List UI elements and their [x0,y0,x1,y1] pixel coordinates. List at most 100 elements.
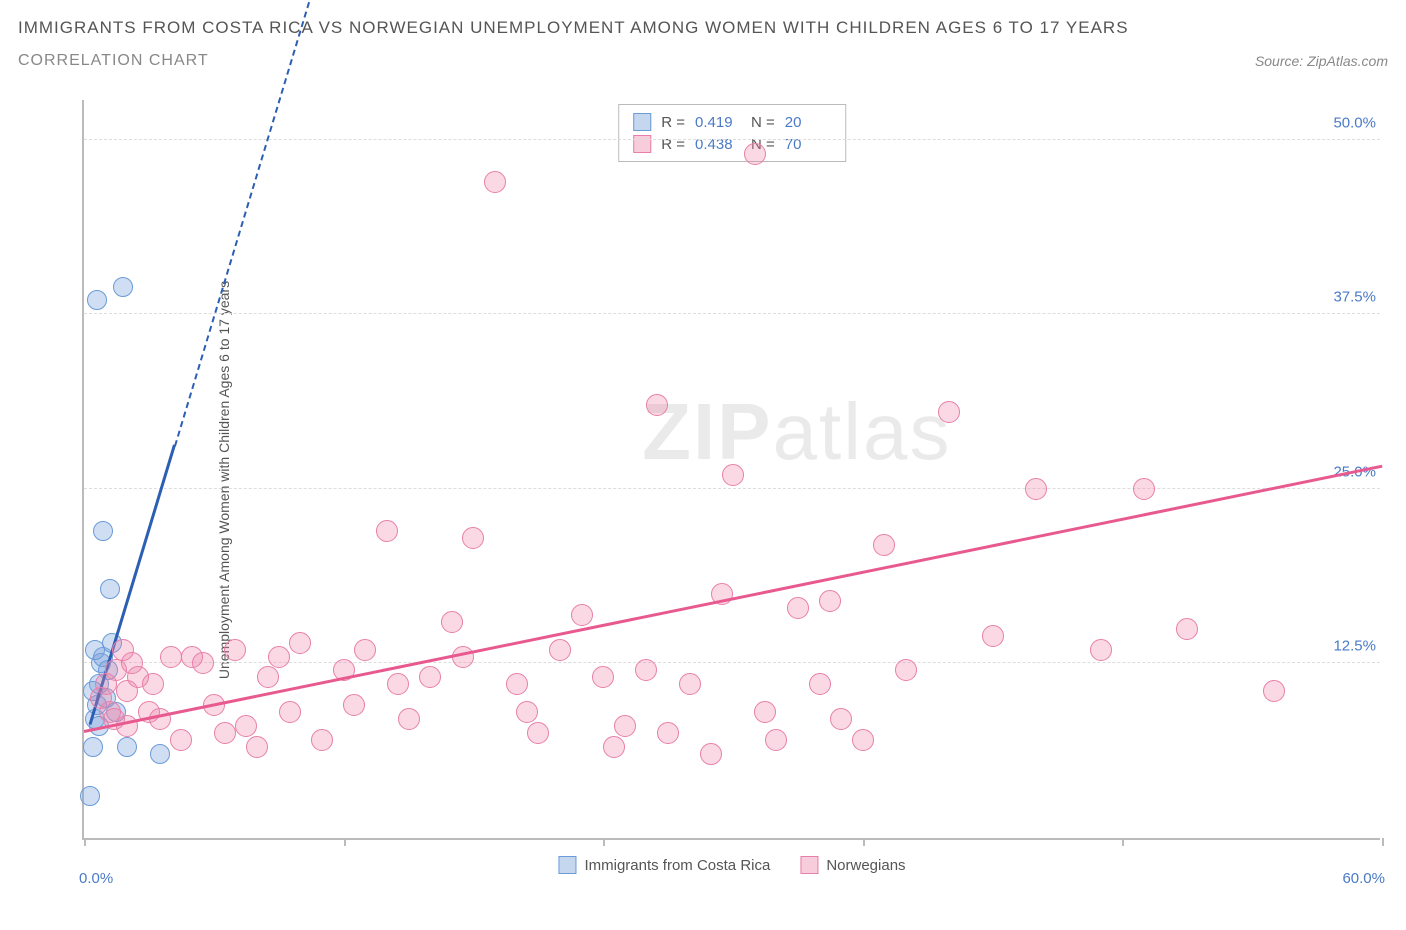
legend-label: Norwegians [826,857,905,874]
x-tick [863,838,865,846]
chart-container: Unemployment Among Women with Children A… [60,100,1380,860]
data-point [112,639,134,661]
legend-swatch [633,135,651,153]
data-point [516,701,538,723]
data-point [571,604,593,626]
data-point [100,579,120,599]
y-tick-label: 12.5% [1333,638,1386,655]
data-point [754,701,776,723]
x-tick [344,838,346,846]
data-point [635,659,657,681]
data-point [809,673,831,695]
data-point [462,527,484,549]
gridline [84,313,1380,314]
x-tick [84,838,86,846]
data-point [744,143,766,165]
legend-label: Immigrants from Costa Rica [584,857,770,874]
scatter-plot: ZIPatlas R =0.419N =20R =0.438N =70 0.0%… [82,100,1380,840]
data-point [679,673,701,695]
data-point [938,401,960,423]
data-point [787,597,809,619]
gridline [84,488,1380,489]
source-label: Source: ZipAtlas.com [1255,53,1388,69]
data-point [387,673,409,695]
data-point [830,708,852,730]
data-point [819,590,841,612]
data-point [506,673,528,695]
data-point [852,729,874,751]
data-point [895,659,917,681]
data-point [1133,478,1155,500]
data-point [279,701,301,723]
x-tick [1122,838,1124,846]
data-point [765,729,787,751]
watermark: ZIPatlas [642,386,951,478]
data-point [246,736,268,758]
stat-r-label: R = [661,114,685,131]
legend-item: Norwegians [800,856,905,874]
data-point [224,639,246,661]
data-point [170,729,192,751]
data-point [527,722,549,744]
data-point [192,652,214,674]
stat-r-value: 0.419 [695,114,741,131]
data-point [376,520,398,542]
correlation-stats-box: R = 0.419 N = 20 R =0.438N =70 [618,104,846,162]
stats-row: R = 0.419 N = 20 [633,111,831,133]
data-point [289,632,311,654]
data-point [484,171,506,193]
data-point [354,639,376,661]
data-point [235,715,257,737]
data-point [614,715,636,737]
data-point [419,666,441,688]
data-point [113,277,133,297]
y-tick-label: 37.5% [1333,289,1386,306]
data-point [1025,478,1047,500]
legend-item: Immigrants from Costa Rica [558,856,770,874]
data-point [982,625,1004,647]
x-tick [1382,838,1384,846]
data-point [603,736,625,758]
data-point [311,729,333,751]
data-point [90,687,112,709]
stat-n-label: N = [751,114,775,131]
data-point [1090,639,1112,661]
data-point [160,646,182,668]
legend-swatch [633,113,651,131]
data-point [257,666,279,688]
data-point [398,708,420,730]
data-point [722,464,744,486]
legend-swatch [800,856,818,874]
data-point [873,534,895,556]
data-point [93,521,113,541]
data-point [117,737,137,757]
data-point [142,673,164,695]
data-point [592,666,614,688]
chart-title: IMMIGRANTS FROM COSTA RICA VS NORWEGIAN … [18,18,1388,38]
data-point [87,290,107,310]
legend: Immigrants from Costa Rica Norwegians [558,856,905,874]
data-point [214,722,236,744]
data-point [80,786,100,806]
gridline [84,139,1380,140]
data-point [646,394,668,416]
data-point [150,744,170,764]
x-axis-max-label: 60.0% [1342,870,1385,887]
chart-subtitle: CORRELATION CHART [18,52,209,70]
data-point [149,708,171,730]
stat-n-value: 20 [785,114,831,131]
data-point [85,640,105,660]
data-point [83,737,103,757]
data-point [549,639,571,661]
x-axis-min-label: 0.0% [79,870,113,887]
stats-row: R =0.438N =70 [633,133,831,155]
y-tick-label: 50.0% [1333,114,1386,131]
data-point [1176,618,1198,640]
data-point [343,694,365,716]
data-point [657,722,679,744]
trend-line [84,465,1383,733]
legend-swatch [558,856,576,874]
data-point [1263,680,1285,702]
data-point [700,743,722,765]
data-point [441,611,463,633]
